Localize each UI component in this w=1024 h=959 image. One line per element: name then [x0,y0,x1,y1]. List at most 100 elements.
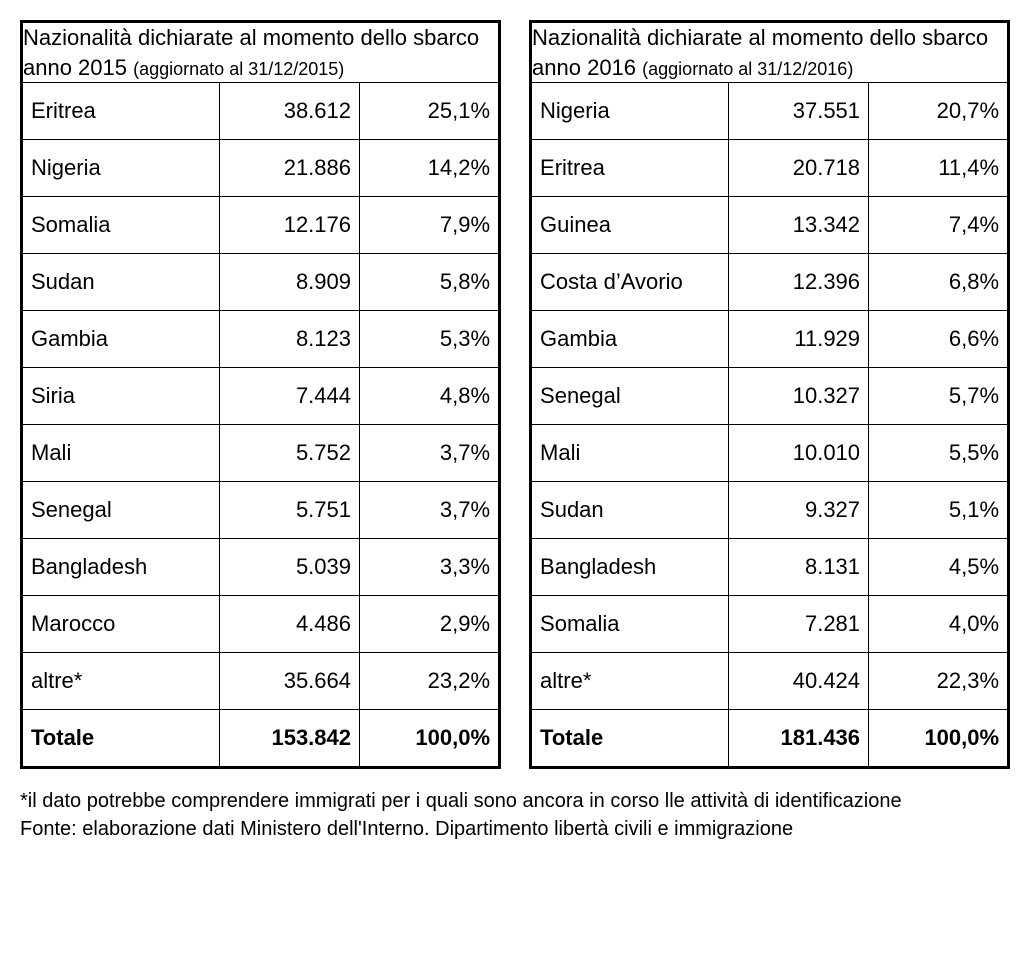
count-cell: 38.612 [220,83,360,140]
count-cell: 12.396 [729,254,869,311]
country-cell: Bangladesh [22,539,220,596]
country-cell: Nigeria [22,140,220,197]
table-row: altre*40.42422,3% [531,653,1009,710]
country-cell: altre* [531,653,729,710]
count-cell: 8.909 [220,254,360,311]
pct-cell: 11,4% [869,140,1009,197]
count-cell: 11.929 [729,311,869,368]
total-label-cell: Totale [22,710,220,768]
table-header-note: (aggiornato al 31/12/2015) [133,59,344,79]
table-row: Somalia7.2814,0% [531,596,1009,653]
count-cell: 13.342 [729,197,869,254]
country-cell: Costa d’Avorio [531,254,729,311]
table-row: Guinea13.3427,4% [531,197,1009,254]
count-cell: 7.444 [220,368,360,425]
total-pct-cell: 100,0% [360,710,500,768]
table-row: Eritrea38.61225,1% [22,83,500,140]
pct-cell: 5,3% [360,311,500,368]
pct-cell: 4,8% [360,368,500,425]
count-cell: 12.176 [220,197,360,254]
pct-cell: 14,2% [360,140,500,197]
pct-cell: 6,8% [869,254,1009,311]
table-row: Mali10.0105,5% [531,425,1009,482]
pct-cell: 2,9% [360,596,500,653]
table-2015: Nazionalità dichiarate al momento dello … [20,20,501,769]
total-count-cell: 181.436 [729,710,869,768]
country-cell: Gambia [531,311,729,368]
table-row: Senegal5.7513,7% [22,482,500,539]
table-row: Senegal10.3275,7% [531,368,1009,425]
table-row: Sudan8.9095,8% [22,254,500,311]
table-row: Nigeria37.55120,7% [531,83,1009,140]
table-2016: Nazionalità dichiarate al momento dello … [529,20,1010,769]
country-cell: altre* [22,653,220,710]
count-cell: 10.010 [729,425,869,482]
table-row: Costa d’Avorio12.3966,8% [531,254,1009,311]
table-header-row: Nazionalità dichiarate al momento dello … [531,22,1009,83]
footnote-text: *il dato potrebbe comprendere immigrati … [20,790,902,812]
country-cell: Marocco [22,596,220,653]
country-cell: Senegal [531,368,729,425]
table-row: Sudan9.3275,1% [531,482,1009,539]
total-label-cell: Totale [531,710,729,768]
table-row: Gambia11.9296,6% [531,311,1009,368]
country-cell: Mali [22,425,220,482]
pct-cell: 3,7% [360,425,500,482]
count-cell: 10.327 [729,368,869,425]
country-cell: Sudan [531,482,729,539]
table-row: Bangladesh8.1314,5% [531,539,1009,596]
pct-cell: 5,8% [360,254,500,311]
table-total-row: Totale181.436100,0% [531,710,1009,768]
country-cell: Gambia [22,311,220,368]
count-cell: 35.664 [220,653,360,710]
country-cell: Eritrea [531,140,729,197]
pct-cell: 5,5% [869,425,1009,482]
country-cell: Bangladesh [531,539,729,596]
pct-cell: 4,0% [869,596,1009,653]
tables-container: Nazionalità dichiarate al momento dello … [20,20,1004,769]
table-row: Mali5.7523,7% [22,425,500,482]
table-row: Gambia8.1235,3% [22,311,500,368]
count-cell: 5.751 [220,482,360,539]
table-header-row: Nazionalità dichiarate al momento dello … [22,22,500,83]
count-cell: 4.486 [220,596,360,653]
pct-cell: 20,7% [869,83,1009,140]
pct-cell: 7,9% [360,197,500,254]
pct-cell: 5,1% [869,482,1009,539]
country-cell: Somalia [22,197,220,254]
count-cell: 40.424 [729,653,869,710]
count-cell: 8.123 [220,311,360,368]
count-cell: 5.039 [220,539,360,596]
table-row: Bangladesh5.0393,3% [22,539,500,596]
country-cell: Siria [22,368,220,425]
table-row: altre*35.66423,2% [22,653,500,710]
pct-cell: 4,5% [869,539,1009,596]
pct-cell: 5,7% [869,368,1009,425]
table-header-note: (aggiornato al 31/12/2016) [642,59,853,79]
count-cell: 9.327 [729,482,869,539]
table-row: Siria7.4444,8% [22,368,500,425]
count-cell: 20.718 [729,140,869,197]
pct-cell: 3,7% [360,482,500,539]
country-cell: Senegal [22,482,220,539]
country-cell: Somalia [531,596,729,653]
table-row: Nigeria21.88614,2% [22,140,500,197]
pct-cell: 25,1% [360,83,500,140]
pct-cell: 7,4% [869,197,1009,254]
source-text: Fonte: elaborazione dati Ministero dell'… [20,815,1004,843]
count-cell: 5.752 [220,425,360,482]
pct-cell: 23,2% [360,653,500,710]
country-cell: Mali [531,425,729,482]
country-cell: Sudan [22,254,220,311]
pct-cell: 22,3% [869,653,1009,710]
pct-cell: 3,3% [360,539,500,596]
footnotes: *il dato potrebbe comprendere immigrati … [20,787,1004,843]
count-cell: 8.131 [729,539,869,596]
table-row: Somalia12.1767,9% [22,197,500,254]
table-header-cell: Nazionalità dichiarate al momento dello … [22,22,500,83]
country-cell: Nigeria [531,83,729,140]
count-cell: 37.551 [729,83,869,140]
total-pct-cell: 100,0% [869,710,1009,768]
pct-cell: 6,6% [869,311,1009,368]
country-cell: Eritrea [22,83,220,140]
